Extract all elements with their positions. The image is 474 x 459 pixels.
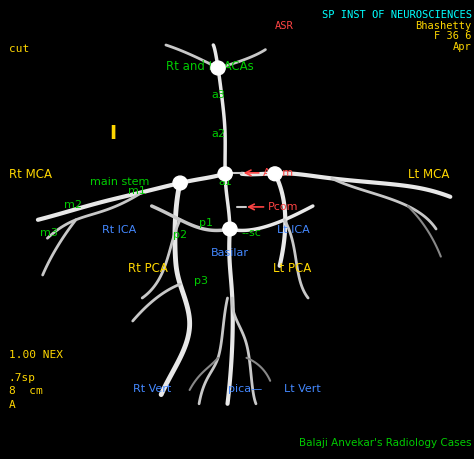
Text: m1: m1 — [128, 186, 146, 196]
Text: cut: cut — [9, 44, 29, 54]
Text: a1: a1 — [218, 177, 232, 187]
Text: SP INST OF NEUROSCIENCES: SP INST OF NEUROSCIENCES — [322, 10, 472, 20]
Text: Lt PCA: Lt PCA — [273, 262, 311, 274]
Text: Apr: Apr — [453, 42, 472, 52]
Text: Balaji Anvekar's Radiology Cases: Balaji Anvekar's Radiology Cases — [299, 437, 472, 447]
Text: A: A — [9, 399, 15, 409]
Text: p3: p3 — [194, 275, 209, 285]
Text: Bhashetty: Bhashetty — [415, 21, 472, 31]
Text: Lt MCA: Lt MCA — [408, 168, 449, 180]
Text: F 36 6: F 36 6 — [434, 31, 472, 41]
Text: Acom: Acom — [263, 168, 294, 178]
Text: p2: p2 — [173, 230, 187, 240]
Text: Lt ICA: Lt ICA — [277, 225, 310, 235]
Text: .7sp: .7sp — [9, 372, 36, 382]
Text: 1.00 NEX: 1.00 NEX — [9, 349, 63, 359]
Text: main stem: main stem — [90, 177, 149, 187]
Text: a2: a2 — [211, 129, 225, 139]
Text: Rt ICA: Rt ICA — [102, 225, 136, 235]
Circle shape — [223, 223, 237, 236]
Text: --sc: --sc — [242, 227, 262, 237]
Text: Pcom: Pcom — [268, 202, 298, 212]
Text: m2: m2 — [64, 200, 82, 210]
Text: ASR: ASR — [275, 21, 294, 31]
Text: 8  cm: 8 cm — [9, 386, 42, 396]
Circle shape — [218, 168, 232, 181]
Text: a3: a3 — [211, 90, 225, 100]
Text: Rt and Lt ACAs: Rt and Lt ACAs — [166, 60, 254, 73]
Text: Lt Vert: Lt Vert — [284, 383, 321, 393]
Text: Rt PCA: Rt PCA — [128, 262, 168, 274]
Text: Basilar: Basilar — [211, 248, 249, 258]
Text: pica—: pica— — [228, 383, 262, 393]
Text: p1: p1 — [199, 218, 213, 228]
Circle shape — [268, 168, 282, 181]
Circle shape — [211, 62, 225, 76]
Circle shape — [173, 177, 187, 190]
Text: Rt MCA: Rt MCA — [9, 168, 52, 180]
Text: m3: m3 — [40, 227, 58, 237]
Text: Rt Vert: Rt Vert — [133, 383, 171, 393]
Text: I: I — [109, 124, 116, 143]
